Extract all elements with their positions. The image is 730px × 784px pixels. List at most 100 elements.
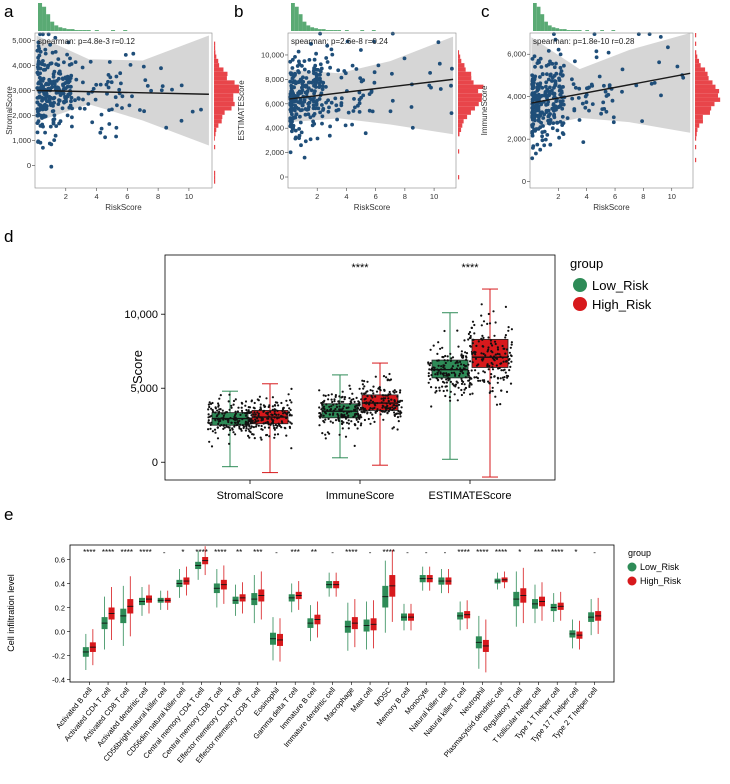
data-point [199,107,203,112]
jitter-point [500,389,503,392]
data-point [548,59,552,64]
data-point [53,35,58,40]
data-point [326,72,331,77]
data-point [114,74,119,79]
data-point [531,146,535,150]
y-tick-label: -0.4 [52,676,65,685]
jitter-point [253,437,256,440]
jitter-point [396,416,400,419]
y-tick-label: 0.6 [55,555,65,564]
data-point [561,121,566,125]
jitter-point [240,429,243,432]
jitter-point [371,417,374,420]
data-point [303,107,308,111]
jitter-point [432,344,435,347]
data-point [35,121,40,125]
jitter-point [244,429,247,432]
jitter-point [216,409,219,412]
jitter-point [446,359,449,362]
histogram-bar-side [214,170,216,176]
data-point [38,140,43,145]
data-point [558,120,563,124]
data-point [292,99,296,104]
jitter-point [379,413,382,416]
data-point [179,118,184,123]
jitter-points [357,372,404,431]
data-point [546,49,551,53]
data-point [52,138,57,143]
data-point [314,51,318,56]
jitter-point [262,409,266,412]
data-point [449,83,453,88]
histogram-bar-side [214,84,239,89]
jitter-point [264,405,267,408]
histogram-bar-side [214,175,216,180]
panel-e-legend-high-swatch [627,576,637,586]
jitter-point [341,408,344,411]
jitter-point [469,336,472,339]
data-point [141,64,146,69]
histogram-bar-side [695,110,710,115]
jitter-point [500,362,503,365]
jitter-point [436,352,439,355]
jitter-point [486,365,489,368]
jitter-point [492,310,495,313]
data-point [536,106,541,111]
x-tick-label: 8 [641,192,645,201]
data-point [556,47,561,52]
data-point [372,70,377,75]
significance-marker: ** [236,548,242,557]
jitter-point [444,394,447,398]
data-point [296,49,301,54]
histogram-bar-top [371,30,376,31]
histogram-bar-top [566,30,571,31]
jitter-point [487,348,490,351]
data-point [293,55,297,59]
data-point [530,83,535,88]
significance-marker: **** [195,548,207,557]
jitter-point [382,399,385,402]
histogram-bar-top [58,27,63,31]
jitter-point [449,399,452,402]
data-point [103,135,107,140]
data-point [345,39,350,44]
data-point [304,76,309,80]
jitter-point [289,413,292,416]
data-point [86,102,91,106]
jitter-point [267,405,270,409]
jitter-point [488,382,491,385]
jitter-point [462,354,465,357]
jitter-point [340,400,343,403]
data-point [428,71,432,75]
jitter-point [337,418,340,421]
histogram-bar-top [82,30,87,31]
data-point [306,101,311,106]
x-tick-label: 2 [64,192,68,201]
jitter-point [214,431,217,434]
data-point [99,112,104,117]
data-point [409,105,414,109]
jitter-point [462,391,466,394]
boxplot-panel-e: Cell infiltration level -0.4-0.20.00.20.… [6,544,682,765]
x-axis-label-c: RiskScore [593,203,630,212]
data-point [640,119,644,123]
jitter-point [290,414,293,417]
confidence-band-b [289,36,454,135]
jitter-point [234,410,237,413]
data-point [297,59,301,64]
jitter-point [207,428,210,431]
jitter-point [275,413,278,416]
y-tick-label: 8,000 [265,75,284,84]
jitter-point [328,413,331,416]
jitter-point [467,369,470,373]
data-point [41,124,45,129]
histogram-bar-top [50,21,55,31]
jitter-point [436,377,439,380]
y-tick-label: 2,000 [265,148,284,157]
histogram-bar-side [458,175,460,180]
jitter-point [228,408,231,411]
jitter-point [468,385,471,388]
data-point [61,77,65,81]
data-point [540,110,544,115]
histogram-bar-side [458,127,462,133]
